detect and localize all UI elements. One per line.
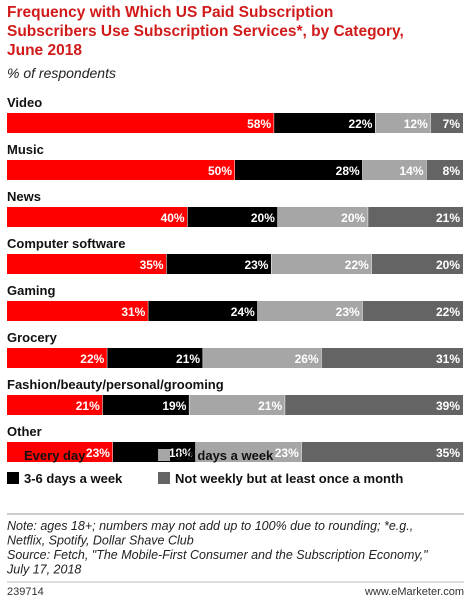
bar-segment bbox=[371, 254, 463, 274]
bar-segment bbox=[426, 160, 463, 180]
bar-segment bbox=[112, 442, 196, 462]
chart-subtitle: % of respondents bbox=[7, 65, 116, 81]
data-label: 23% bbox=[275, 446, 299, 460]
bar-segment bbox=[271, 254, 372, 274]
bar-segment bbox=[7, 395, 103, 415]
note-line: Note: ages 18+; numbers may not add up t… bbox=[7, 519, 413, 533]
category-label: Music bbox=[7, 142, 44, 157]
data-label: 20% bbox=[341, 211, 365, 225]
legend-label: 3-6 days a week bbox=[24, 471, 123, 486]
data-label: 21% bbox=[258, 399, 282, 413]
legend-swatch bbox=[7, 472, 19, 484]
bars: Video 58% 22% 12% 7% Music 50% 28% 14% 8% News 40% 2… bbox=[7, 95, 463, 462]
data-label: 58% bbox=[247, 117, 271, 131]
note-line: Netflix, Spotify, Dollar Shave Club bbox=[7, 534, 194, 548]
data-label: 31% bbox=[436, 352, 460, 366]
data-label: 31% bbox=[121, 305, 145, 319]
category-label: Fashion/beauty/personal/grooming bbox=[7, 377, 224, 392]
legend-swatch bbox=[158, 472, 170, 484]
bar-segment bbox=[203, 348, 322, 368]
category-label: Video bbox=[7, 95, 42, 110]
category-label: Grocery bbox=[7, 330, 58, 345]
data-label: 28% bbox=[336, 164, 360, 178]
brand-url: www.eMarketer.com bbox=[364, 586, 464, 598]
legend-label: 1-2 days a week bbox=[175, 448, 274, 463]
bar-segment bbox=[277, 207, 369, 227]
bar-segment bbox=[321, 348, 463, 368]
note-line: July 17, 2018 bbox=[6, 563, 81, 577]
data-label: 14% bbox=[399, 164, 423, 178]
bar-segment bbox=[7, 160, 235, 180]
bar-segment bbox=[187, 207, 278, 227]
bar-segment bbox=[7, 254, 167, 274]
legend-swatch bbox=[158, 449, 170, 461]
bar-segment bbox=[7, 301, 149, 321]
data-label: 22% bbox=[345, 258, 369, 272]
bar-segment bbox=[102, 395, 190, 415]
data-label: 35% bbox=[436, 446, 460, 460]
data-label: 22% bbox=[80, 352, 104, 366]
data-label: 24% bbox=[231, 305, 255, 319]
data-label: 7% bbox=[443, 117, 461, 131]
data-label: 8% bbox=[443, 164, 461, 178]
bar-segment bbox=[375, 113, 431, 133]
data-label: 21% bbox=[436, 211, 460, 225]
bar-segment bbox=[368, 207, 463, 227]
bar-segment bbox=[430, 113, 463, 133]
data-label: 23% bbox=[244, 258, 268, 272]
bar-segment bbox=[7, 207, 188, 227]
data-label: 23% bbox=[336, 305, 360, 319]
bar-segment bbox=[285, 395, 463, 415]
data-label: 22% bbox=[436, 305, 460, 319]
bar-segment bbox=[7, 113, 275, 133]
legend: Every day 3-6 days a week 1-2 days a week N… bbox=[7, 448, 403, 486]
data-label: 26% bbox=[295, 352, 319, 366]
bar-segment bbox=[166, 254, 272, 274]
note-line: Source: Fetch, "The Mobile-First Consume… bbox=[7, 548, 428, 562]
data-label: 23% bbox=[86, 446, 110, 460]
bar-segment bbox=[235, 160, 363, 180]
bar-segment bbox=[7, 348, 108, 368]
bar-segment bbox=[301, 442, 463, 462]
legend-swatch bbox=[7, 449, 19, 461]
data-label: 20% bbox=[436, 258, 460, 272]
category-label: Other bbox=[7, 424, 42, 439]
data-label: 35% bbox=[140, 258, 164, 272]
bar-segment bbox=[148, 301, 258, 321]
title-line: Subscribers Use Subscription Services*, … bbox=[7, 23, 404, 40]
data-label: 39% bbox=[436, 399, 460, 413]
legend-label: Every day bbox=[24, 448, 86, 463]
bar-segment bbox=[257, 301, 363, 321]
bar-segment bbox=[362, 301, 463, 321]
bar-segment bbox=[107, 348, 204, 368]
category-label: News bbox=[7, 189, 41, 204]
data-label: 18% bbox=[169, 446, 193, 460]
title-line: Frequency with Which US Paid Subscriptio… bbox=[7, 4, 333, 21]
chart-id: 239714 bbox=[7, 586, 44, 598]
data-label: 19% bbox=[162, 399, 186, 413]
bar-segment bbox=[274, 113, 376, 133]
category-label: Gaming bbox=[7, 283, 55, 298]
data-label: 40% bbox=[161, 211, 185, 225]
legend-label: Not weekly but at least once a month bbox=[175, 471, 403, 486]
data-label: 21% bbox=[76, 399, 100, 413]
bar-segment bbox=[195, 442, 302, 462]
bar-segment bbox=[362, 160, 427, 180]
chart-title: Frequency with Which US Paid Subscriptio… bbox=[7, 4, 404, 59]
data-label: 22% bbox=[348, 117, 372, 131]
title-line: June 2018 bbox=[7, 42, 82, 59]
category-label: Computer software bbox=[7, 236, 125, 251]
notes: Note: ages 18+; numbers may not add up t… bbox=[6, 519, 428, 577]
data-label: 12% bbox=[404, 117, 428, 131]
bar-segment bbox=[7, 442, 113, 462]
bar-segment bbox=[189, 395, 286, 415]
data-label: 21% bbox=[176, 352, 200, 366]
data-label: 50% bbox=[208, 164, 232, 178]
data-label: 20% bbox=[251, 211, 275, 225]
